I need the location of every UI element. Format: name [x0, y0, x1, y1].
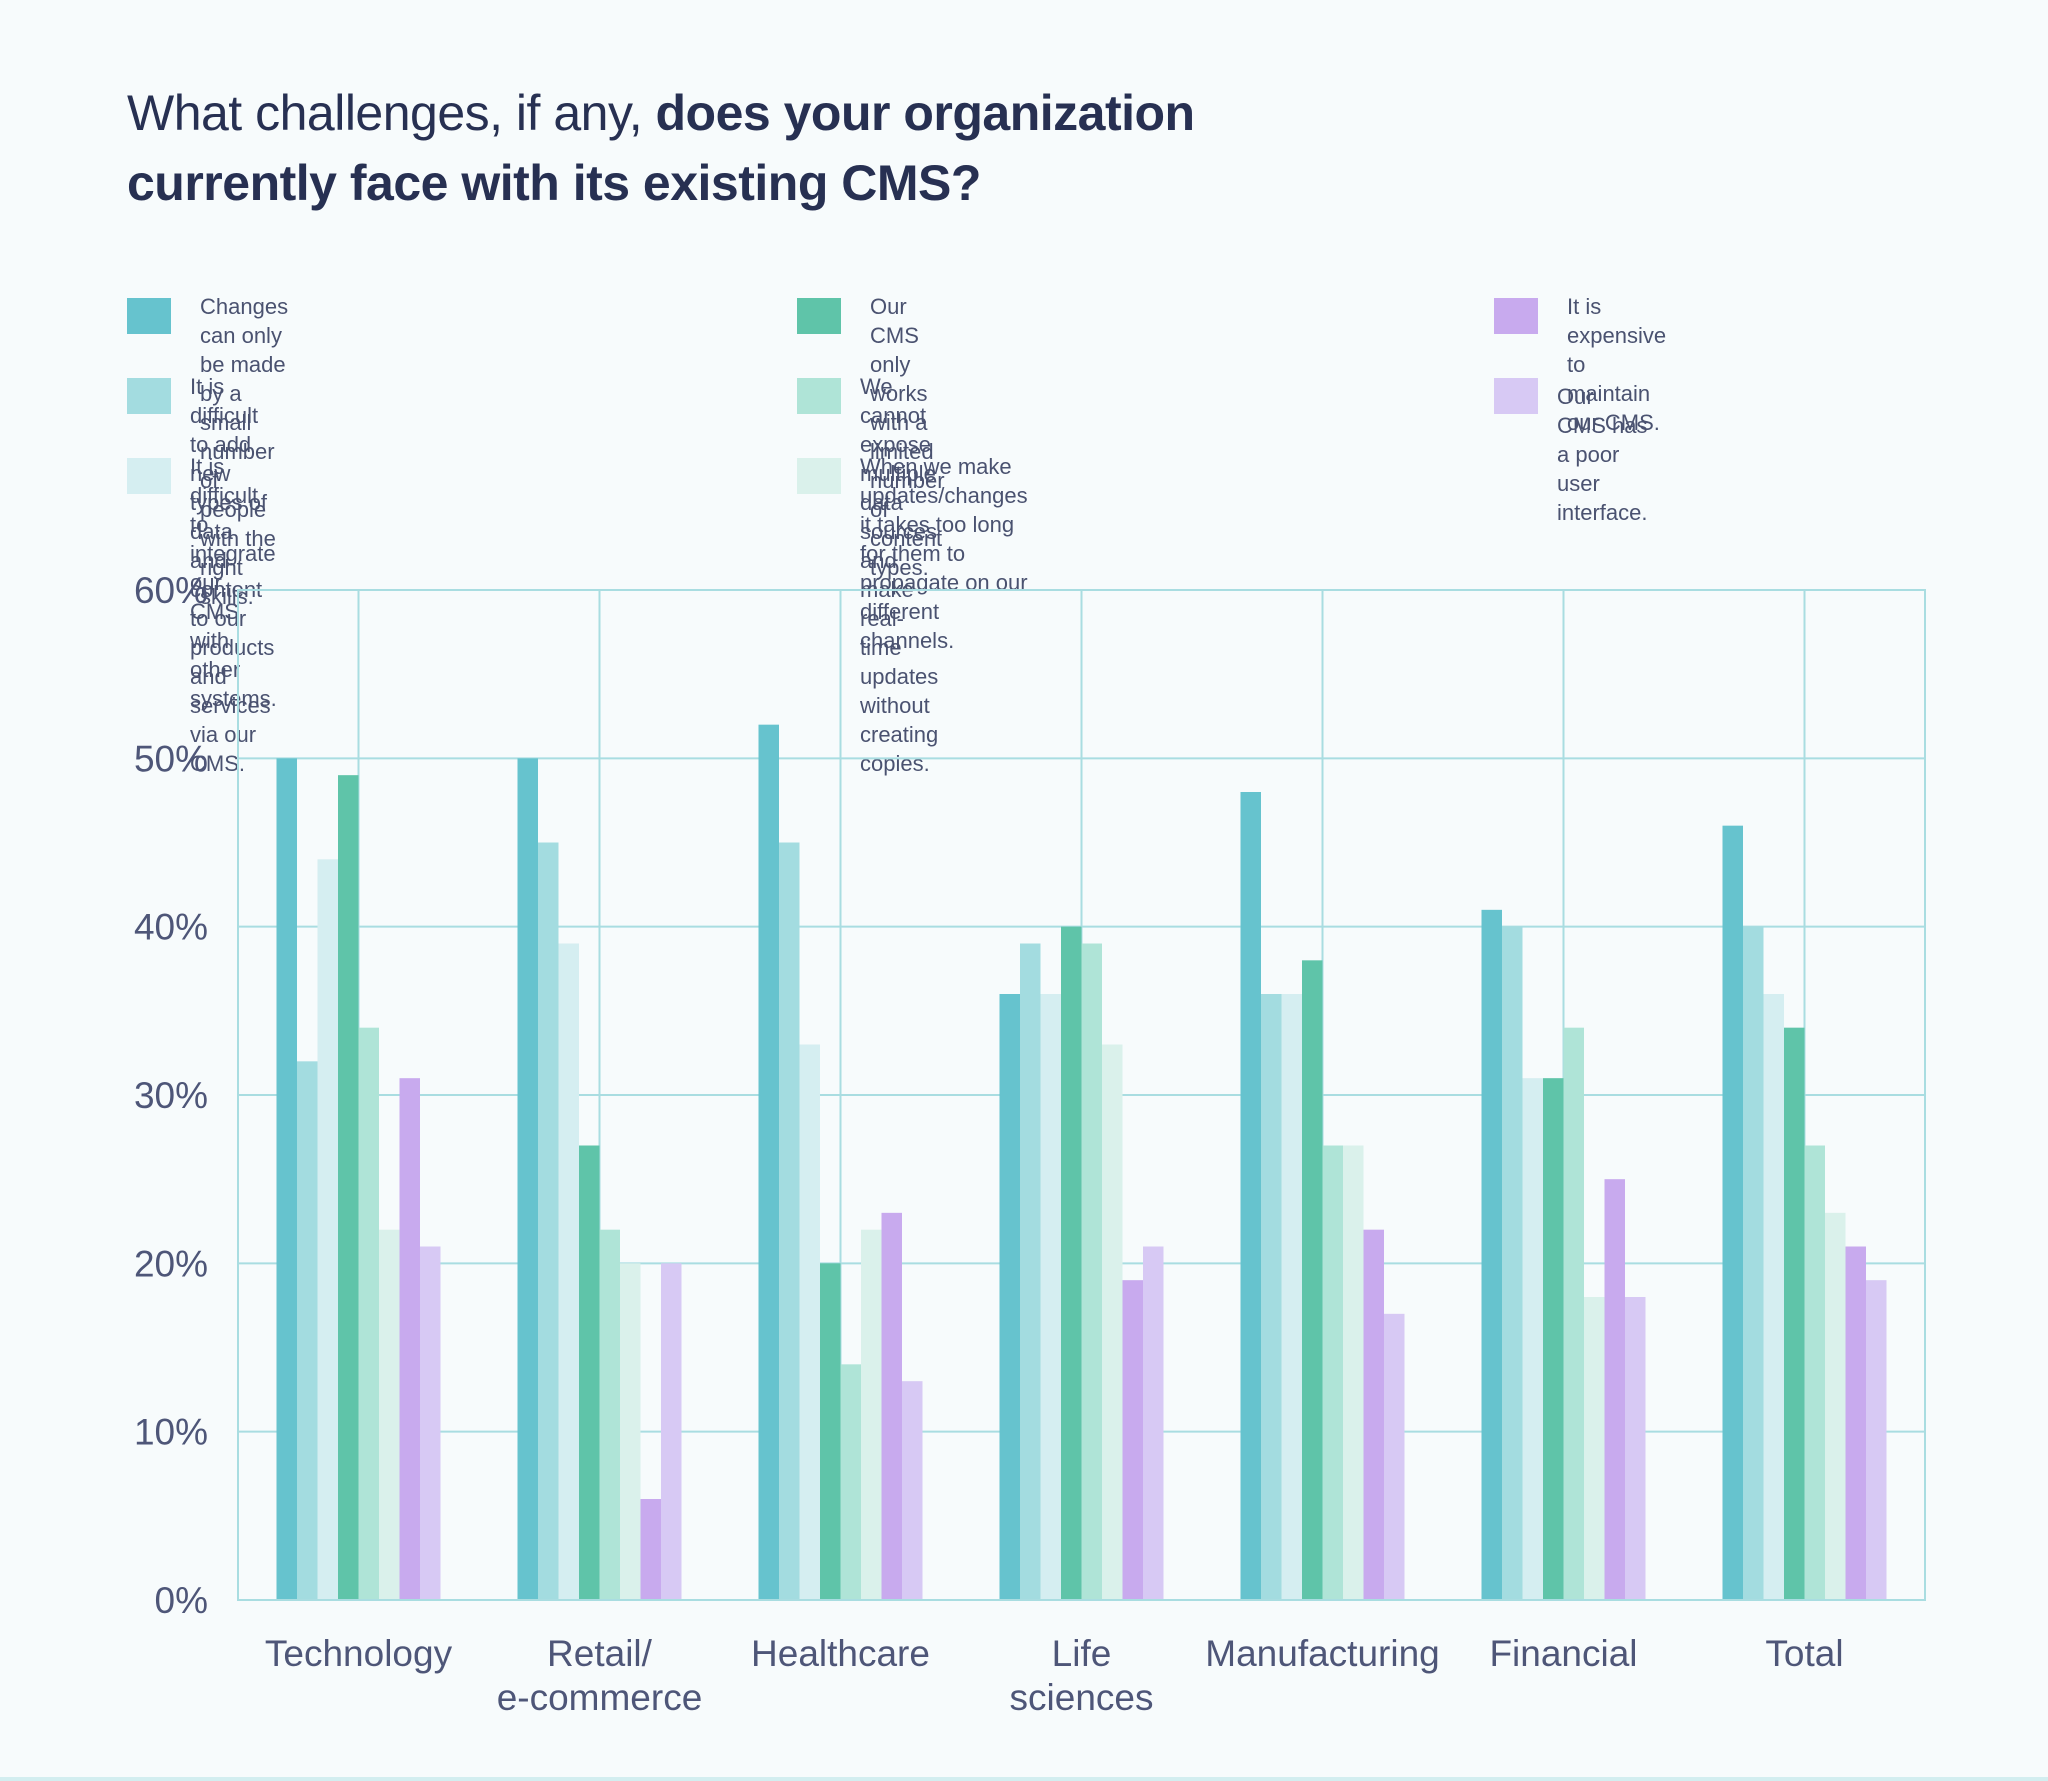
legend-swatch-7 — [1494, 298, 1538, 334]
x-category-label: Financial — [1489, 1633, 1637, 1674]
legend-swatch-2 — [127, 378, 171, 414]
bar — [1845, 1246, 1866, 1600]
bar — [1040, 994, 1061, 1600]
bar — [1322, 1145, 1343, 1600]
bar — [338, 775, 359, 1600]
x-category-label: Manufacturing — [1205, 1633, 1439, 1674]
bar — [1625, 1297, 1646, 1600]
bar — [399, 1078, 420, 1600]
bar — [558, 943, 579, 1600]
bar — [579, 1145, 600, 1600]
bar — [779, 842, 800, 1600]
y-tick-label: 50% — [134, 738, 208, 779]
legend-swatch-6 — [797, 458, 841, 494]
bar — [297, 1061, 318, 1600]
title-regular: What challenges, if any, — [127, 85, 656, 141]
bar — [640, 1499, 661, 1600]
bar — [1502, 926, 1523, 1600]
bottom-border — [0, 1777, 2048, 1781]
bar — [1102, 1044, 1123, 1600]
bar — [1763, 994, 1784, 1600]
x-category-label: Technology — [265, 1633, 453, 1674]
bar — [1363, 1229, 1384, 1600]
bar — [1261, 994, 1282, 1600]
bar — [1543, 1078, 1564, 1600]
bar — [620, 1263, 641, 1600]
bar — [317, 859, 338, 1600]
bar — [1584, 1297, 1605, 1600]
x-category-label: Retail/e-commerce — [497, 1633, 703, 1718]
bar — [1081, 943, 1102, 1600]
bar — [599, 1229, 620, 1600]
bar — [1240, 792, 1261, 1600]
bar — [1825, 1212, 1846, 1600]
bar — [1784, 1027, 1805, 1600]
title-bold-1: does your organization — [655, 85, 1196, 141]
bar — [1302, 960, 1323, 1600]
legend-swatch-1 — [127, 298, 171, 334]
legend-swatch-4 — [797, 298, 841, 334]
bar — [1522, 1078, 1543, 1600]
bar — [1866, 1280, 1887, 1600]
y-tick-label: 20% — [134, 1243, 208, 1284]
bar — [420, 1246, 441, 1600]
bar — [379, 1229, 400, 1600]
bar — [840, 1364, 861, 1600]
bar — [1743, 926, 1764, 1600]
y-tick-label: 0% — [155, 1580, 208, 1621]
legend-label-5: We cannot expose multiple data sources a… — [860, 374, 939, 776]
bar — [758, 724, 779, 1600]
legend-label-3: It is difficult to integrate our CMS with… — [190, 454, 277, 711]
bar — [1020, 943, 1041, 1600]
y-tick-label: 10% — [134, 1412, 208, 1453]
bar — [1384, 1313, 1405, 1600]
y-tick-label: 40% — [134, 907, 208, 948]
x-category-label: Life sciences — [1010, 1633, 1154, 1718]
bar — [1281, 994, 1302, 1600]
bar — [1343, 1145, 1364, 1600]
bar — [1122, 1280, 1143, 1600]
bar — [999, 994, 1020, 1600]
bar — [902, 1381, 923, 1600]
legend-label-7: It is expensive to maintain our CMS. — [1567, 294, 1667, 435]
bar — [1722, 825, 1743, 1600]
y-tick-label: 60% — [134, 570, 208, 611]
bar — [820, 1263, 841, 1600]
bar — [1604, 1179, 1625, 1600]
bar — [861, 1229, 882, 1600]
legend-label-1: Changes can only be made by a small numbe… — [200, 294, 289, 609]
legend-swatch-8 — [1494, 378, 1538, 414]
y-tick-label: 30% — [134, 1075, 208, 1116]
bar — [799, 1044, 820, 1600]
legend-label-4: Our CMS only works with a limited number … — [870, 294, 945, 580]
legend-swatch-5 — [797, 378, 841, 414]
bar — [538, 842, 559, 1600]
bar — [1481, 909, 1502, 1600]
bar — [1143, 1246, 1164, 1600]
bar — [661, 1263, 682, 1600]
legend-swatch-3 — [127, 458, 171, 494]
x-category-label: Total — [1765, 1633, 1843, 1674]
legend-label-6: When we make updates/changes it takes to… — [860, 454, 1028, 653]
bar — [1563, 1027, 1584, 1600]
x-category-label: Healthcare — [751, 1633, 930, 1674]
bar — [1061, 926, 1082, 1600]
title-bold-2: currently face with its existing CMS? — [127, 155, 981, 211]
legend-label-8: Our CMS has a poor user interface. — [1557, 384, 1648, 525]
chart-title: What challenges, if any, does your organ… — [127, 78, 1427, 218]
bar — [517, 758, 538, 1600]
bar — [276, 758, 297, 1600]
bar — [1804, 1145, 1825, 1600]
bar — [881, 1212, 902, 1600]
bar — [358, 1027, 379, 1600]
